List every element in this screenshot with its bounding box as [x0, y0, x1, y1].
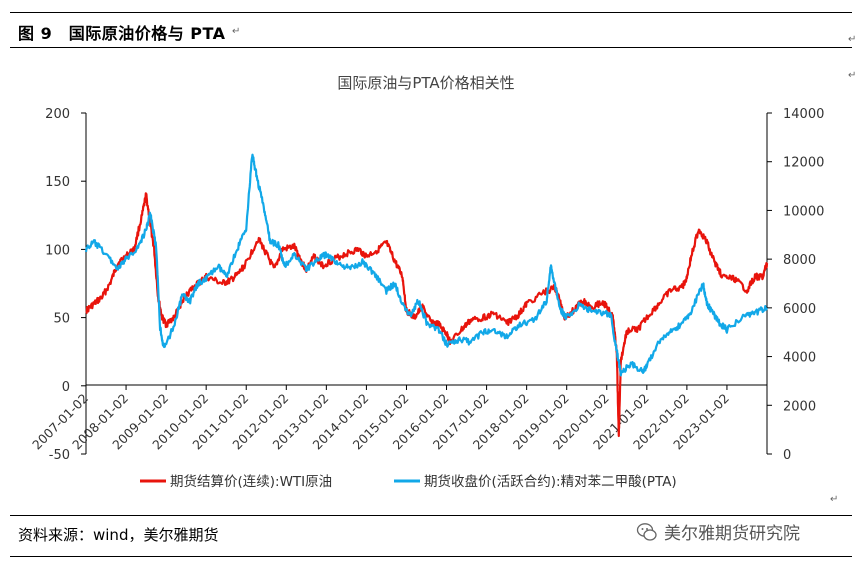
y-right-tick-label: 0	[783, 448, 791, 463]
legend-item-pta-label: 期货收盘价(活跃合约):精对苯二甲酸(PTA)	[424, 473, 677, 490]
correlation-chart: 国际原油与PTA价格相关性 -5005010015020002000400060…	[29, 74, 824, 490]
legend-item-wti-label: 期货结算价(连续):WTI原油	[170, 473, 332, 490]
legend: 期货结算价(连续):WTI原油 期货收盘价(活跃合约):精对苯二甲酸(PTA)	[140, 473, 677, 490]
series-line-pta	[84, 153, 768, 377]
paragraph-mark: ↵	[232, 26, 241, 37]
y-right-tick-label: 4000	[783, 351, 816, 366]
watermark-text: 美尔雅期货研究院	[664, 524, 800, 544]
y-right-tick-label: 6000	[783, 302, 816, 317]
chart-title: 国际原油与PTA价格相关性	[337, 74, 514, 92]
y-right-tick-label: 14000	[783, 107, 824, 122]
y-right-tick-label: 10000	[783, 204, 824, 219]
paragraph-mark: ↵	[830, 494, 839, 505]
top-rule	[10, 12, 852, 13]
wechat-icon	[636, 522, 657, 541]
watermark: 美尔雅期货研究院	[636, 519, 800, 544]
y-left-tick-label: 150	[45, 175, 70, 190]
y-right-tick-label: 2000	[783, 399, 816, 414]
y-left-tick-label: 0	[62, 380, 70, 395]
axes-layer: -500501001502000200040006000800010000120…	[29, 107, 824, 463]
y-left-tick-label: -50	[49, 448, 70, 463]
y-left-tick-label: 200	[45, 107, 70, 122]
source-rule	[10, 515, 852, 516]
y-right-tick-label: 12000	[783, 156, 824, 171]
y-left-tick-label: 50	[53, 312, 70, 327]
y-left-tick-label: 100	[45, 243, 70, 258]
source-note: 资料来源：wind，美尔雅期货	[18, 526, 219, 544]
figure-title: 图 9 国际原油价格与 PTA	[18, 24, 226, 43]
series-layer	[84, 153, 769, 438]
title-rule	[10, 47, 852, 48]
bottom-rule	[10, 556, 852, 557]
y-right-tick-label: 8000	[783, 253, 816, 268]
series-line-wti	[85, 192, 769, 438]
paragraph-mark: ↵	[848, 70, 857, 81]
paragraph-mark: ↵	[848, 34, 857, 45]
